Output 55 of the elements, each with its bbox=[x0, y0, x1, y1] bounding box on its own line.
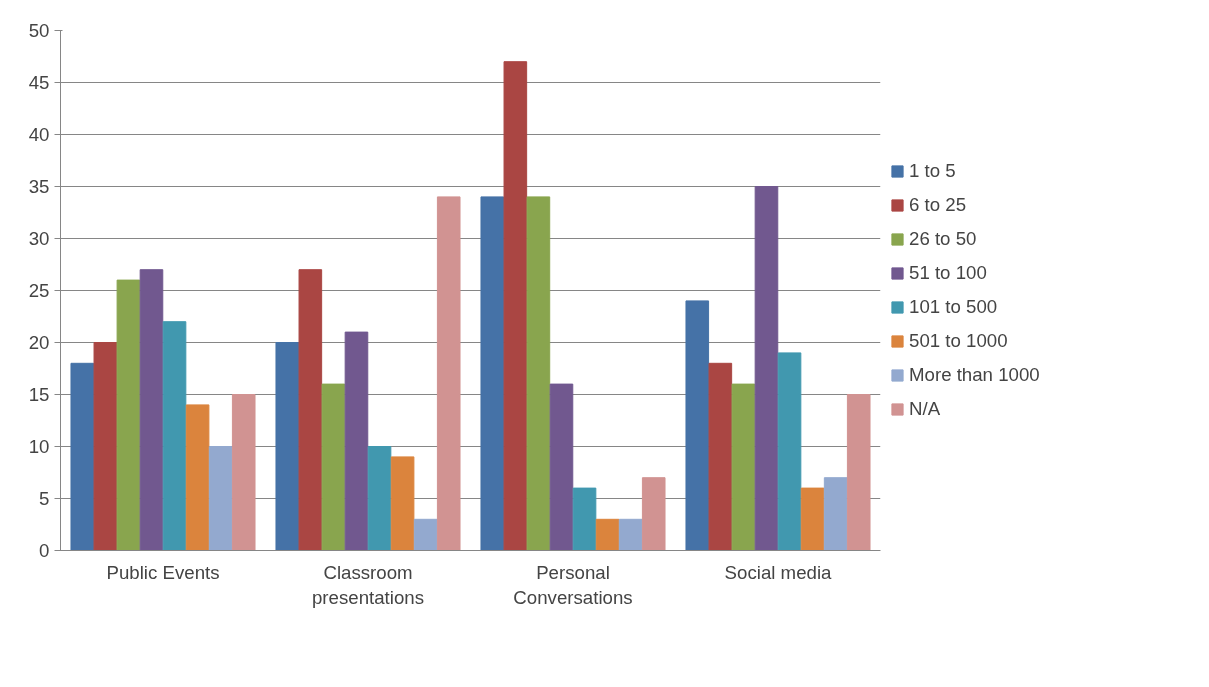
legend-label: 501 to 1000 bbox=[909, 330, 1008, 352]
bar bbox=[708, 362, 733, 551]
bar bbox=[321, 383, 346, 551]
bar bbox=[367, 446, 392, 551]
bar bbox=[413, 518, 438, 551]
bar bbox=[685, 300, 710, 551]
legend-label: More than 1000 bbox=[909, 364, 1040, 386]
bar bbox=[390, 456, 415, 551]
legend-label: 6 to 25 bbox=[909, 194, 967, 216]
bar bbox=[731, 383, 756, 551]
y-tick-label: 0 bbox=[39, 540, 50, 561]
bar bbox=[754, 186, 779, 551]
x-tick-label: Social media bbox=[724, 561, 833, 583]
bar bbox=[298, 269, 323, 551]
legend-label: N/A bbox=[909, 398, 941, 420]
bar bbox=[823, 477, 848, 551]
x-tick-label: Personal Conversations bbox=[513, 561, 633, 608]
bar bbox=[275, 342, 300, 551]
legend-label: 1 to 5 bbox=[909, 160, 956, 182]
bar bbox=[436, 196, 461, 551]
legend-label: 101 to 500 bbox=[909, 296, 998, 318]
bar bbox=[344, 331, 369, 551]
bar bbox=[549, 383, 574, 551]
bar bbox=[93, 342, 118, 551]
bar bbox=[185, 404, 210, 551]
y-tick-label: 40 bbox=[28, 124, 50, 145]
y-tick-label: 45 bbox=[28, 72, 50, 93]
y-tick-label: 50 bbox=[28, 20, 50, 41]
bar bbox=[800, 487, 825, 551]
y-tick-label: 30 bbox=[28, 228, 50, 249]
x-tick-label: Public Events bbox=[106, 561, 220, 583]
bar bbox=[503, 61, 528, 551]
x-tick-label: Classroom presentations bbox=[311, 561, 425, 608]
bar bbox=[480, 196, 505, 551]
y-tick-label: 5 bbox=[39, 488, 50, 509]
y-tick-label: 15 bbox=[28, 384, 50, 405]
legend-label: 26 to 50 bbox=[909, 228, 977, 250]
y-tick-label: 10 bbox=[28, 436, 50, 457]
y-tick-label: 35 bbox=[28, 176, 50, 197]
y-tick-label: 25 bbox=[28, 280, 50, 301]
bar bbox=[162, 321, 187, 551]
bar bbox=[846, 394, 871, 551]
bar bbox=[777, 352, 802, 551]
bar bbox=[641, 477, 666, 551]
bar bbox=[231, 394, 256, 551]
bar bbox=[70, 362, 95, 551]
bar bbox=[572, 487, 597, 551]
bar bbox=[595, 518, 620, 551]
bar bbox=[116, 279, 141, 551]
bar bbox=[526, 196, 551, 551]
legend-label: 51 to 100 bbox=[909, 262, 987, 284]
bar bbox=[618, 518, 643, 551]
bar bbox=[208, 446, 233, 551]
bar bbox=[139, 269, 164, 551]
y-tick-label: 20 bbox=[28, 332, 50, 353]
